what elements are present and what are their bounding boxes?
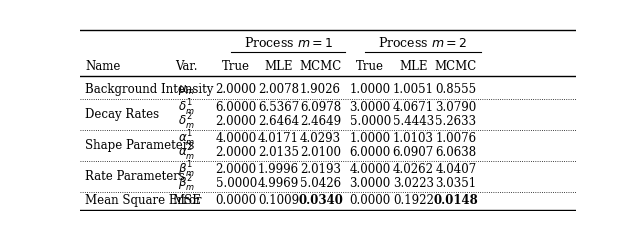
Text: True: True bbox=[356, 60, 384, 73]
Text: 0.0340: 0.0340 bbox=[298, 194, 343, 207]
Text: 5.4443: 5.4443 bbox=[393, 115, 434, 128]
Text: 2.0000: 2.0000 bbox=[216, 115, 257, 128]
Text: 2.6464: 2.6464 bbox=[258, 115, 299, 128]
Text: $\alpha_m^2$: $\alpha_m^2$ bbox=[178, 142, 195, 163]
Text: 4.0000: 4.0000 bbox=[216, 132, 257, 145]
Text: Process $m = 2$: Process $m = 2$ bbox=[378, 36, 468, 50]
Text: 4.9969: 4.9969 bbox=[258, 177, 299, 190]
Text: 3.0351: 3.0351 bbox=[435, 177, 477, 190]
Text: MLE: MLE bbox=[399, 60, 428, 73]
Text: $\beta_m^1$: $\beta_m^1$ bbox=[178, 160, 195, 180]
Text: 0.0000: 0.0000 bbox=[216, 194, 257, 207]
Text: Mean Square Error: Mean Square Error bbox=[85, 194, 202, 207]
Text: 1.0000: 1.0000 bbox=[349, 132, 391, 145]
Text: $\beta_m^2$: $\beta_m^2$ bbox=[178, 173, 195, 194]
Text: 6.0978: 6.0978 bbox=[300, 101, 341, 114]
Text: 2.0000: 2.0000 bbox=[216, 163, 257, 176]
Text: 6.0638: 6.0638 bbox=[435, 146, 477, 159]
Text: True: True bbox=[222, 60, 250, 73]
Text: 6.0000: 6.0000 bbox=[216, 101, 257, 114]
Text: 5.0000: 5.0000 bbox=[216, 177, 257, 190]
Text: 0.1009: 0.1009 bbox=[258, 194, 299, 207]
Text: 0.1922: 0.1922 bbox=[393, 194, 434, 207]
Text: Background Intensity: Background Intensity bbox=[85, 83, 213, 96]
Text: MSE: MSE bbox=[172, 194, 201, 207]
Text: 6.5367: 6.5367 bbox=[258, 101, 299, 114]
Text: 2.0100: 2.0100 bbox=[300, 146, 341, 159]
Text: 3.0000: 3.0000 bbox=[349, 177, 391, 190]
Text: 4.0262: 4.0262 bbox=[393, 163, 434, 176]
Text: 0.0148: 0.0148 bbox=[433, 194, 478, 207]
Text: 2.0000: 2.0000 bbox=[216, 146, 257, 159]
Text: MLE: MLE bbox=[264, 60, 292, 73]
Text: 1.0103: 1.0103 bbox=[393, 132, 434, 145]
Text: 1.9996: 1.9996 bbox=[258, 163, 299, 176]
Text: 2.4649: 2.4649 bbox=[300, 115, 341, 128]
Text: 1.0000: 1.0000 bbox=[349, 83, 391, 96]
Text: MCMC: MCMC bbox=[435, 60, 477, 73]
Text: MCMC: MCMC bbox=[300, 60, 342, 73]
Text: $\delta_m^1$: $\delta_m^1$ bbox=[179, 98, 195, 118]
Text: Process $m = 1$: Process $m = 1$ bbox=[244, 36, 333, 50]
Text: 5.2633: 5.2633 bbox=[435, 115, 477, 128]
Text: 4.0407: 4.0407 bbox=[435, 163, 477, 176]
Text: 3.0790: 3.0790 bbox=[435, 101, 477, 114]
Text: $\delta_m^2$: $\delta_m^2$ bbox=[179, 111, 195, 132]
Text: Shape Parameters: Shape Parameters bbox=[85, 139, 195, 152]
Text: Rate Parameters: Rate Parameters bbox=[85, 170, 185, 183]
Text: $\mu_m$: $\mu_m$ bbox=[178, 82, 195, 96]
Text: 4.0000: 4.0000 bbox=[349, 163, 391, 176]
Text: 2.0078: 2.0078 bbox=[258, 83, 299, 96]
Text: 3.0223: 3.0223 bbox=[393, 177, 434, 190]
Text: 3.0000: 3.0000 bbox=[349, 101, 391, 114]
Text: 2.0193: 2.0193 bbox=[300, 163, 341, 176]
Text: 0.8555: 0.8555 bbox=[435, 83, 477, 96]
Text: 0.0000: 0.0000 bbox=[349, 194, 391, 207]
Text: 1.9026: 1.9026 bbox=[300, 83, 341, 96]
Text: 6.0907: 6.0907 bbox=[393, 146, 434, 159]
Text: 1.0051: 1.0051 bbox=[393, 83, 434, 96]
Text: 4.0171: 4.0171 bbox=[258, 132, 299, 145]
Text: 6.0000: 6.0000 bbox=[349, 146, 391, 159]
Text: Var.: Var. bbox=[175, 60, 198, 73]
Text: 5.0426: 5.0426 bbox=[300, 177, 341, 190]
Text: $\alpha_m^1$: $\alpha_m^1$ bbox=[178, 129, 195, 149]
Text: Name: Name bbox=[85, 60, 120, 73]
Text: 5.0000: 5.0000 bbox=[349, 115, 391, 128]
Text: Decay Rates: Decay Rates bbox=[85, 108, 159, 121]
Text: 4.0293: 4.0293 bbox=[300, 132, 341, 145]
Text: 1.0076: 1.0076 bbox=[435, 132, 477, 145]
Text: 2.0000: 2.0000 bbox=[216, 83, 257, 96]
Text: 2.0135: 2.0135 bbox=[258, 146, 299, 159]
Text: 4.0671: 4.0671 bbox=[393, 101, 434, 114]
